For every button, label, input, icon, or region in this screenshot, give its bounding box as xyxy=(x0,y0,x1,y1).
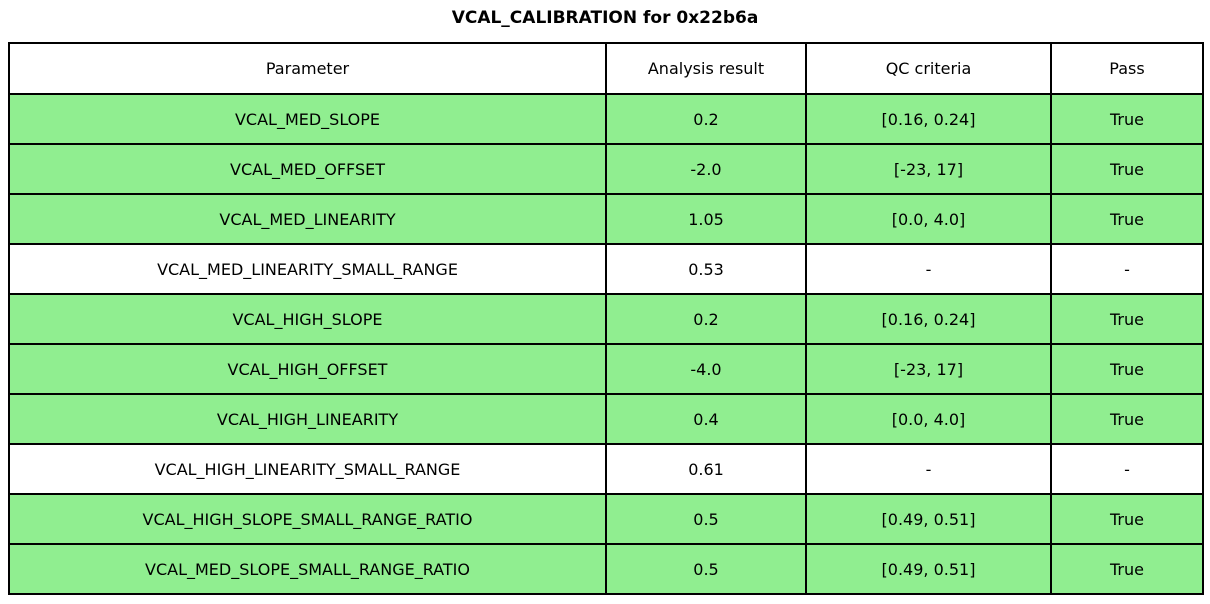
param-cell: VCAL_MED_SLOPE_SMALL_RANGE_RATIO xyxy=(8,543,607,595)
result-cell: 0.5 xyxy=(605,493,807,545)
table-row: VCAL_HIGH_SLOPE 0.2 [0.16, 0.24] True xyxy=(8,293,1204,345)
qc-cell: [0.0, 4.0] xyxy=(805,193,1052,245)
qc-cell: - xyxy=(805,243,1052,295)
result-cell: 0.2 xyxy=(605,93,807,145)
calibration-table: Parameter Analysis result QC criteria Pa… xyxy=(8,42,1204,595)
pass-cell: True xyxy=(1050,93,1204,145)
pass-cell: True xyxy=(1050,393,1204,445)
qc-cell: [0.16, 0.24] xyxy=(805,93,1052,145)
table-row: VCAL_HIGH_LINEARITY_SMALL_RANGE 0.61 - - xyxy=(8,443,1204,495)
table-row: VCAL_MED_LINEARITY 1.05 [0.0, 4.0] True xyxy=(8,193,1204,245)
table-row: VCAL_HIGH_OFFSET -4.0 [-23, 17] True xyxy=(8,343,1204,395)
header-row: Parameter Analysis result QC criteria Pa… xyxy=(8,42,1204,95)
pass-cell: True xyxy=(1050,293,1204,345)
pass-cell: True xyxy=(1050,193,1204,245)
result-cell: 0.4 xyxy=(605,393,807,445)
result-cell: 0.61 xyxy=(605,443,807,495)
table-row: VCAL_MED_SLOPE 0.2 [0.16, 0.24] True xyxy=(8,93,1204,145)
param-cell: VCAL_MED_LINEARITY xyxy=(8,193,607,245)
table-row: VCAL_HIGH_LINEARITY 0.4 [0.0, 4.0] True xyxy=(8,393,1204,445)
table-row: VCAL_HIGH_SLOPE_SMALL_RANGE_RATIO 0.5 [0… xyxy=(8,493,1204,545)
result-cell: 1.05 xyxy=(605,193,807,245)
pass-cell: - xyxy=(1050,443,1204,495)
param-cell: VCAL_HIGH_LINEARITY_SMALL_RANGE xyxy=(8,443,607,495)
qc-cell: [0.16, 0.24] xyxy=(805,293,1052,345)
pass-cell: True xyxy=(1050,343,1204,395)
table-row: VCAL_MED_SLOPE_SMALL_RANGE_RATIO 0.5 [0.… xyxy=(8,543,1204,595)
result-cell: -2.0 xyxy=(605,143,807,195)
qc-cell: [0.0, 4.0] xyxy=(805,393,1052,445)
column-header-parameter: Parameter xyxy=(8,42,607,95)
column-header-qc-criteria: QC criteria xyxy=(805,42,1052,95)
pass-cell: True xyxy=(1050,543,1204,595)
result-cell: 0.2 xyxy=(605,293,807,345)
param-cell: VCAL_HIGH_LINEARITY xyxy=(8,393,607,445)
pass-cell: True xyxy=(1050,143,1204,195)
param-cell: VCAL_MED_OFFSET xyxy=(8,143,607,195)
qc-cell: [-23, 17] xyxy=(805,143,1052,195)
column-header-analysis-result: Analysis result xyxy=(605,42,807,95)
result-cell: 0.53 xyxy=(605,243,807,295)
table-row: VCAL_MED_LINEARITY_SMALL_RANGE 0.53 - - xyxy=(8,243,1204,295)
param-cell: VCAL_HIGH_SLOPE_SMALL_RANGE_RATIO xyxy=(8,493,607,545)
qc-cell: [0.49, 0.51] xyxy=(805,493,1052,545)
param-cell: VCAL_MED_SLOPE xyxy=(8,93,607,145)
result-cell: 0.5 xyxy=(605,543,807,595)
param-cell: VCAL_HIGH_SLOPE xyxy=(8,293,607,345)
result-cell: -4.0 xyxy=(605,343,807,395)
pass-cell: - xyxy=(1050,243,1204,295)
page-title: VCAL_CALIBRATION for 0x22b6a xyxy=(451,8,759,28)
param-cell: VCAL_MED_LINEARITY_SMALL_RANGE xyxy=(8,243,607,295)
table-row: VCAL_MED_OFFSET -2.0 [-23, 17] True xyxy=(8,143,1204,195)
qc-cell: [-23, 17] xyxy=(805,343,1052,395)
param-cell: VCAL_HIGH_OFFSET xyxy=(8,343,607,395)
qc-cell: [0.49, 0.51] xyxy=(805,543,1052,595)
pass-cell: True xyxy=(1050,493,1204,545)
column-header-pass: Pass xyxy=(1050,42,1204,95)
qc-cell: - xyxy=(805,443,1052,495)
